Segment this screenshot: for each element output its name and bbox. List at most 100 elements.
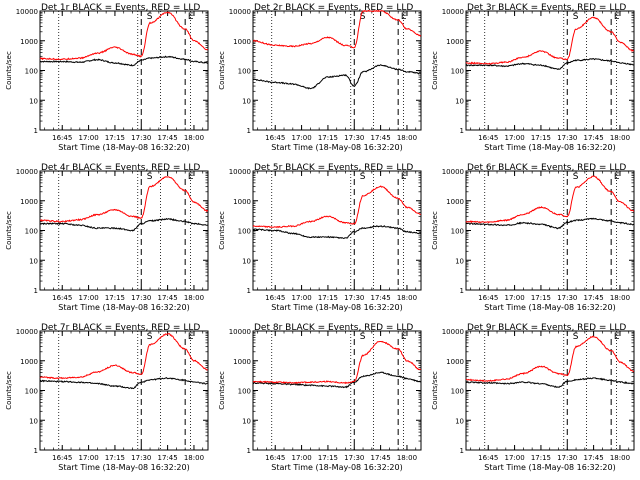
y-tick-label: 10000 [229, 328, 251, 336]
marker-label: E [614, 172, 620, 182]
y-tick-label: 100 [451, 388, 464, 396]
x-tick-label: 17:30 [344, 134, 364, 142]
plot-frame [465, 170, 635, 291]
x-tick-label: 17:00 [291, 134, 311, 142]
x-tick-label: 17:00 [504, 294, 524, 302]
x-tick-label: 17:15 [105, 454, 125, 462]
y-tick-label: 1 [460, 127, 464, 135]
y-tick-label: 10 [29, 417, 38, 425]
x-tick-label: 17:45 [371, 294, 391, 302]
x-tick-label: 17:15 [105, 294, 125, 302]
panel-det-5: Det 5r BLACK = Events, RED = LLD 1 10 100 10… [218, 163, 422, 312]
x-tick-label: 18:00 [397, 294, 417, 302]
x-axis-label: Start Time (18-May-08 16:32:20) [484, 463, 615, 472]
y-tick-label: 10000 [16, 168, 38, 176]
marker-label: S [360, 12, 366, 22]
marker-label: E [401, 172, 407, 182]
panel-det-9: Det 9r BLACK = Events, RED = LLD 1 10 100 10… [431, 323, 635, 472]
marker-label: E [614, 12, 620, 22]
x-tick-label: 16:45 [52, 294, 72, 302]
y-tick-label: 1 [460, 447, 464, 455]
lld-series-line [252, 340, 421, 385]
events-series-line [465, 58, 635, 71]
x-tick-label: 17:00 [78, 294, 98, 302]
x-axis-label: Start Time (18-May-08 16:32:20) [484, 143, 615, 152]
y-tick-label: 10000 [442, 168, 464, 176]
x-tick-label: 17:45 [584, 454, 604, 462]
events-series-line [465, 217, 634, 230]
x-tick-label: 17:15 [531, 454, 551, 462]
y-tick-label: 1 [34, 287, 38, 295]
events-series-line [252, 371, 421, 389]
events-series-line [252, 64, 422, 90]
lld-series-line [465, 16, 635, 65]
x-tick-label: 18:00 [184, 454, 204, 462]
y-tick-label: 1 [34, 127, 38, 135]
x-tick-label: 17:00 [291, 294, 311, 302]
x-tick-label: 16:45 [265, 134, 285, 142]
x-tick-label: 16:45 [52, 134, 72, 142]
x-tick-label: 16:45 [265, 294, 285, 302]
y-axis-label: Counts/sec [431, 51, 439, 90]
panel-title: Det 4r BLACK = Events, RED = LLD [41, 163, 200, 173]
x-tick-label: 16:45 [52, 454, 72, 462]
x-tick-label: 16:45 [478, 454, 498, 462]
x-tick-label: 16:45 [265, 454, 285, 462]
y-tick-label: 1000 [20, 198, 38, 206]
x-tick-label: 17:30 [131, 134, 151, 142]
y-axis-label: Counts/sec [218, 211, 226, 250]
panel-det-3: Det 3r BLACK = Events, RED = LLD 1 10 100 10… [431, 3, 635, 152]
panel-title: Det 6r BLACK = Events, RED = LLD [467, 163, 626, 173]
y-tick-label: 10 [455, 257, 464, 265]
x-tick-label: 17:30 [344, 454, 364, 462]
y-tick-label: 1000 [20, 38, 38, 46]
marker-label: E [188, 332, 194, 342]
x-axis-label: Start Time (18-May-08 16:32:20) [484, 303, 615, 312]
x-axis-label: Start Time (18-May-08 16:32:20) [58, 463, 189, 472]
y-tick-label: 10 [242, 97, 251, 105]
y-tick-label: 10 [242, 417, 251, 425]
plot-frame [252, 10, 422, 131]
x-tick-label: 17:30 [557, 294, 577, 302]
panel-title: Det 1r BLACK = Events, RED = LLD [41, 3, 200, 13]
y-axis-label: Counts/sec [431, 371, 439, 410]
x-tick-label: 18:00 [610, 454, 630, 462]
y-axis-label: Counts/sec [218, 51, 226, 90]
y-tick-label: 1000 [20, 358, 38, 366]
x-tick-label: 17:00 [504, 134, 524, 142]
y-axis-label: Counts/sec [218, 371, 226, 410]
x-tick-label: 17:00 [504, 454, 524, 462]
panel-title: Det 7r BLACK = Events, RED = LLD [41, 323, 200, 333]
y-axis-label: Counts/sec [5, 211, 13, 250]
panel-det-2: Det 2r BLACK = Events, RED = LLD 1 10 100 10… [218, 3, 422, 152]
plot-frame [465, 10, 635, 131]
x-axis-label: Start Time (18-May-08 16:32:20) [271, 143, 402, 152]
marker-label: E [188, 172, 194, 182]
x-tick-label: 17:15 [318, 454, 338, 462]
lld-series-line [465, 335, 634, 382]
y-tick-label: 1 [247, 127, 251, 135]
lld-series-line [253, 9, 422, 49]
y-tick-label: 10 [29, 97, 38, 105]
marker-label: S [360, 172, 366, 182]
y-tick-label: 100 [238, 68, 251, 76]
events-series-line [252, 225, 422, 240]
marker-label: S [147, 172, 153, 182]
x-tick-label: 17:45 [584, 134, 604, 142]
x-tick-label: 17:15 [318, 134, 338, 142]
x-tick-label: 17:45 [158, 454, 178, 462]
x-tick-label: 17:45 [158, 134, 178, 142]
lld-series-line [252, 185, 422, 229]
lld-series-line [39, 176, 209, 223]
y-axis-label: Counts/sec [5, 371, 13, 410]
x-tick-label: 18:00 [397, 134, 417, 142]
x-tick-label: 18:00 [184, 294, 204, 302]
panel-title: Det 5r BLACK = Events, RED = LLD [254, 163, 413, 173]
y-tick-label: 1 [247, 287, 251, 295]
y-tick-label: 1 [34, 447, 38, 455]
y-tick-label: 100 [25, 228, 38, 236]
y-tick-label: 1000 [446, 198, 464, 206]
y-tick-label: 1 [460, 287, 464, 295]
marker-label: S [573, 12, 579, 22]
